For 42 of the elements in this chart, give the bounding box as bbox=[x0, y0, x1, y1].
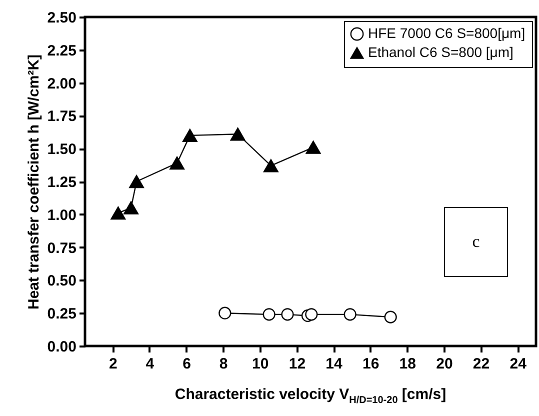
x-tick-label: 12 bbox=[288, 356, 306, 372]
y-tick-label: 0.00 bbox=[47, 338, 76, 356]
point bbox=[182, 128, 198, 142]
point bbox=[218, 306, 232, 320]
y-tick-label: 0.25 bbox=[47, 306, 76, 323]
y-tick-label: 1.25 bbox=[47, 174, 76, 191]
point bbox=[306, 140, 321, 154]
x-tick-label: 4 bbox=[146, 356, 155, 372]
x-axis-title: Characteristic velocity V$_{H/D=10-20}$ [cm/s] bbox=[174, 386, 448, 406]
y-tick-label: 2.50 bbox=[47, 10, 76, 26]
point bbox=[124, 201, 139, 214]
y-tick-label: 1.00 bbox=[47, 206, 76, 224]
point bbox=[305, 308, 318, 321]
y-axis-title: Heat transfer coefficient h [W/cm²K] bbox=[25, 54, 42, 310]
x-tick-label: 20 bbox=[436, 356, 453, 372]
y-tick-label: 1.75 bbox=[47, 108, 76, 126]
text-frame: c bbox=[444, 207, 508, 277]
x-tick-label: 16 bbox=[362, 356, 380, 372]
point bbox=[129, 174, 144, 188]
point bbox=[384, 310, 397, 324]
legend-label: Ethanol C6 S=800 [μm] bbox=[368, 44, 514, 60]
y-tick-label: 2.25 bbox=[47, 42, 76, 60]
x-tick-label: 14 bbox=[326, 356, 344, 372]
y-tick-label: 0.75 bbox=[47, 240, 76, 257]
x-tick-label: 10 bbox=[252, 356, 269, 372]
point bbox=[281, 308, 294, 321]
x-tick-label: 24 bbox=[510, 356, 528, 372]
y-tick-label: 1.50 bbox=[47, 141, 76, 158]
legend-label: HFE 7000 C6 S=800[μm] bbox=[368, 25, 526, 41]
x-tick-label: 6 bbox=[182, 356, 191, 372]
point bbox=[110, 206, 126, 220]
point bbox=[170, 156, 185, 170]
point bbox=[262, 308, 276, 321]
y-tick-label: 0.50 bbox=[47, 272, 76, 290]
point bbox=[344, 308, 356, 321]
y-tick-label: 2.00 bbox=[47, 75, 76, 92]
x-tick-label: 8 bbox=[219, 356, 228, 372]
x-tick-label: 22 bbox=[472, 356, 490, 372]
point bbox=[263, 159, 278, 172]
x-tick-label: 2 bbox=[108, 356, 118, 372]
point bbox=[230, 128, 246, 141]
x-tick-label: 18 bbox=[399, 356, 416, 372]
